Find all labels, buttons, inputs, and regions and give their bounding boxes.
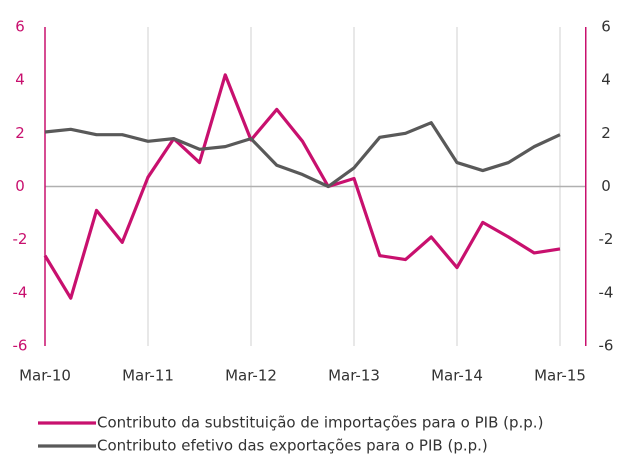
x-tick-label: Mar-11: [122, 367, 174, 385]
x-tick-label: Mar-15: [534, 367, 586, 385]
x-tick-label: Mar-13: [328, 367, 380, 385]
y2-tick-label: 6: [601, 18, 611, 36]
series-line: [43, 73, 561, 300]
y2-tick-label: 2: [601, 124, 611, 142]
y-tick-label: 2: [15, 124, 25, 142]
y2-tick-label: -6: [599, 337, 614, 355]
y2-tick-label: 0: [601, 177, 611, 195]
series-line: [44, 121, 561, 189]
y-tick-label: -4: [13, 283, 28, 301]
legend-label: Contributo da substituição de importaçõe…: [97, 414, 543, 432]
y2-tick-label: -2: [599, 230, 614, 248]
y-tick-label: 6: [15, 18, 25, 36]
x-tick-label: Mar-14: [431, 367, 483, 385]
y2-tick-label: 4: [601, 71, 611, 89]
y-tick-label: -6: [13, 337, 28, 355]
y-tick-label: 4: [15, 71, 25, 89]
y-tick-label: 0: [15, 177, 25, 195]
y2-tick-label: -4: [599, 283, 614, 301]
legend-label: Contributo efetivo das exportações para …: [97, 437, 488, 455]
x-tick-label: Mar-10: [19, 367, 71, 385]
y-tick-label: -2: [13, 230, 28, 248]
x-tick-label: Mar-12: [225, 367, 277, 385]
